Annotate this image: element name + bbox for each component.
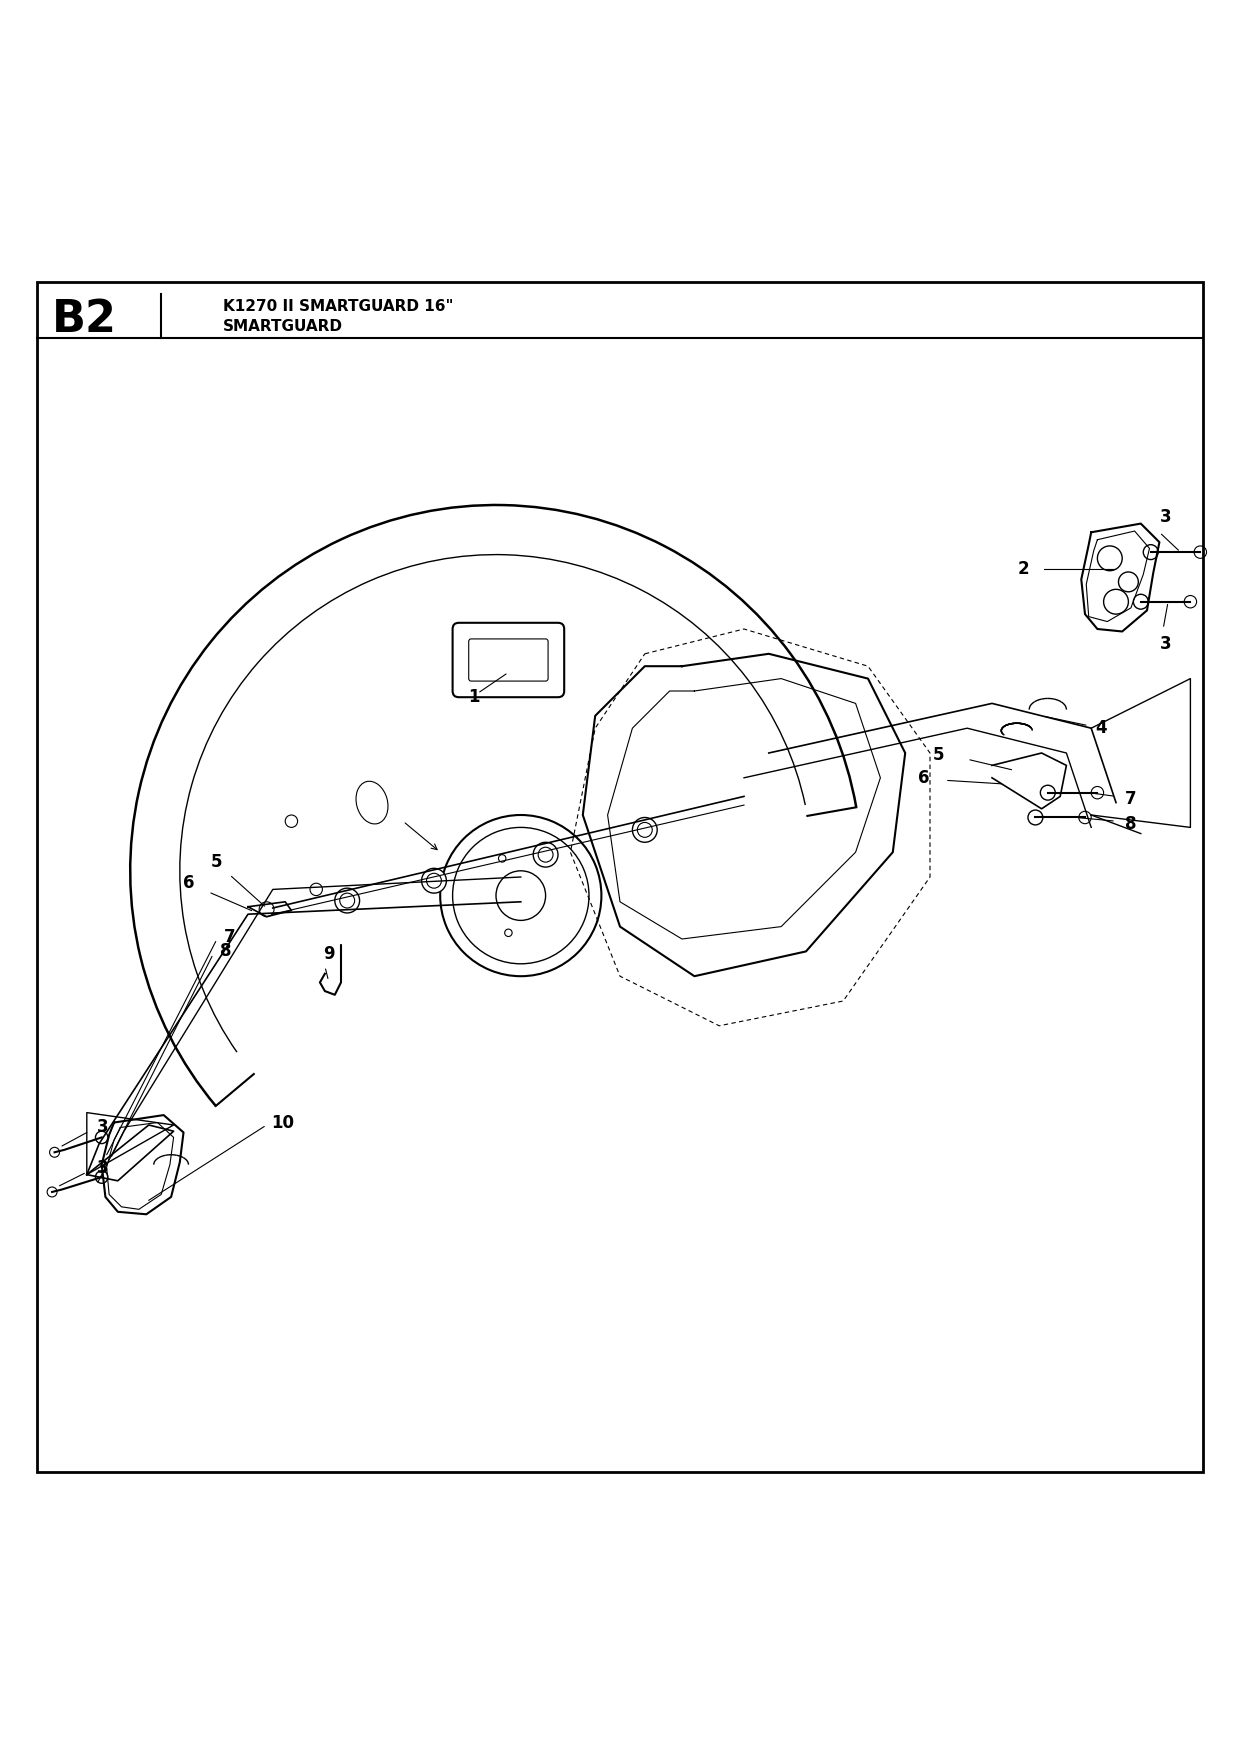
Text: 8: 8 [219, 942, 232, 961]
Circle shape [335, 888, 360, 914]
Text: 8: 8 [1125, 814, 1137, 833]
Text: 7: 7 [1125, 789, 1137, 809]
Text: K1270 II SMARTGUARD 16": K1270 II SMARTGUARD 16" [223, 300, 454, 314]
Text: 3: 3 [97, 1119, 109, 1137]
Circle shape [1028, 810, 1043, 824]
Text: 3: 3 [1159, 635, 1172, 652]
Text: SMARTGUARD: SMARTGUARD [223, 319, 343, 333]
Circle shape [1143, 545, 1158, 560]
Text: 5: 5 [211, 852, 223, 872]
Circle shape [422, 868, 446, 893]
Text: 4: 4 [1095, 719, 1107, 737]
Text: 1: 1 [467, 688, 480, 707]
FancyBboxPatch shape [37, 282, 1203, 1472]
FancyBboxPatch shape [469, 638, 548, 681]
Text: 2: 2 [1017, 561, 1029, 579]
Ellipse shape [356, 781, 388, 824]
Text: 3: 3 [1159, 509, 1172, 526]
Text: B2: B2 [52, 298, 117, 340]
Circle shape [632, 817, 657, 842]
Text: 5: 5 [932, 747, 945, 765]
Text: 6: 6 [918, 768, 930, 788]
Text: 10: 10 [272, 1114, 294, 1131]
FancyBboxPatch shape [453, 623, 564, 696]
Circle shape [1133, 595, 1148, 609]
Text: 3: 3 [97, 1159, 109, 1177]
Text: 9: 9 [322, 945, 335, 963]
Text: 7: 7 [223, 928, 236, 945]
Circle shape [1040, 786, 1055, 800]
Text: 6: 6 [182, 873, 195, 893]
Circle shape [533, 842, 558, 866]
